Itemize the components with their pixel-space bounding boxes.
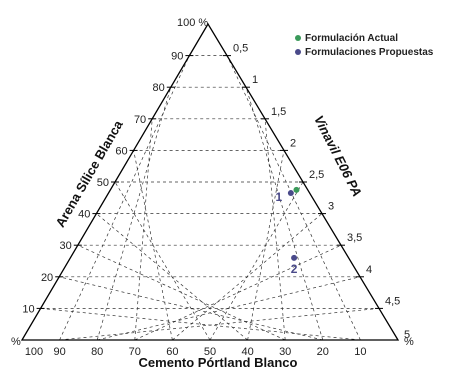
tick-marks xyxy=(36,55,383,341)
legend-marker-proposed xyxy=(295,49,301,55)
bottom-tick-label: 60 xyxy=(166,346,178,358)
bottom-tick-label: 90 xyxy=(53,346,65,358)
right-tick-label: 3 xyxy=(328,201,334,213)
left-tick-label: 90 xyxy=(171,51,183,63)
legend-label-actual: Formulación Actual xyxy=(305,33,398,44)
bottom-axis-title: Cemento Pórtland Blanco xyxy=(139,355,298,370)
grid-line xyxy=(134,118,153,341)
corner-label-top: 100 % xyxy=(177,17,208,29)
grid-line xyxy=(245,87,324,341)
bottom-tick-label: 100 xyxy=(25,346,43,358)
bottom-tick-label: 40 xyxy=(241,346,253,358)
point-label: 1 xyxy=(276,190,283,204)
grid-line xyxy=(77,244,286,341)
corner-label-bottom-right: % xyxy=(404,336,414,348)
point-label: 2 xyxy=(291,262,298,276)
right-tick-label: 0,5 xyxy=(233,43,248,55)
grid xyxy=(40,55,380,341)
right-tick-label: 4 xyxy=(366,264,372,276)
right-tick-label: 3,5 xyxy=(347,232,362,244)
grid-line xyxy=(134,244,342,341)
bottom-tick-label: 30 xyxy=(279,346,291,358)
right-tick-label: 2 xyxy=(290,137,296,149)
point-formulacion-propuesta xyxy=(291,254,298,261)
bottom-tick-label: 10 xyxy=(354,346,366,358)
legend-marker-actual xyxy=(295,35,301,41)
bottom-tick-label: 70 xyxy=(129,346,141,358)
right-tick-label: 4,5 xyxy=(385,295,400,307)
tick-labels: 10 20 30 40 50 60 70 80 90 100 90 80 70 60 50 40 30 20 10 0… xyxy=(22,43,410,358)
left-tick-label: 60 xyxy=(115,145,127,157)
grid-line xyxy=(226,55,361,341)
corner-label-bottom-left: % xyxy=(11,336,21,348)
point-formulacion-actual xyxy=(293,186,300,193)
left-tick-label: 10 xyxy=(22,303,34,315)
grid-line xyxy=(264,118,286,341)
right-tick-label: 1 xyxy=(252,74,258,86)
right-tick-label: 1,5 xyxy=(271,106,286,118)
grid-line xyxy=(96,87,172,341)
data-points: 12 xyxy=(276,186,300,276)
point-formulacion-propuesta xyxy=(287,190,294,197)
bottom-tick-label: 50 xyxy=(204,346,216,358)
left-tick-label: 80 xyxy=(153,82,165,94)
left-tick-label: 70 xyxy=(134,114,146,126)
legend: Formulación Actual Formulaciones Propues… xyxy=(295,33,434,58)
grid-line xyxy=(114,181,211,341)
grid-line xyxy=(59,55,190,341)
bottom-tick-label: 80 xyxy=(91,346,103,358)
right-axis-title: Vinavil E06 PA xyxy=(311,113,365,199)
grid-line xyxy=(96,213,248,341)
grid-line xyxy=(209,181,304,341)
left-tick-label: 40 xyxy=(78,209,90,221)
left-tick-label: 20 xyxy=(41,272,53,284)
grid-line xyxy=(247,150,285,341)
legend-label-proposed: Formulaciones Propuestas xyxy=(305,47,434,58)
left-tick-label: 30 xyxy=(60,240,72,252)
left-tick-label: 50 xyxy=(97,177,109,189)
bottom-tick-label: 20 xyxy=(317,346,329,358)
right-tick-label: 5 xyxy=(404,329,410,341)
right-tick-label: 2,5 xyxy=(309,169,324,181)
